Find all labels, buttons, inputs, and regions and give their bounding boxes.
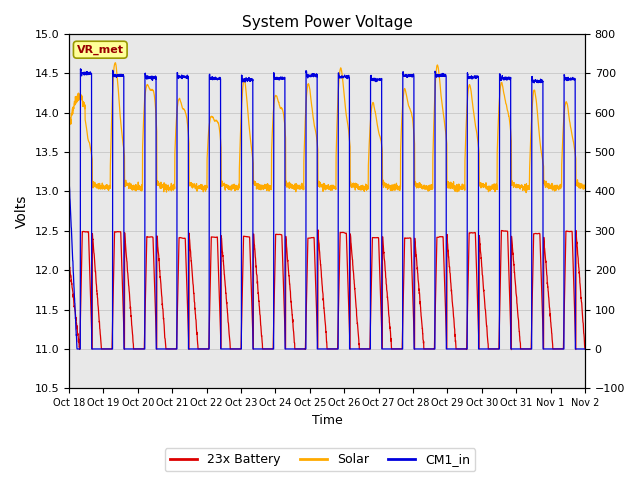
X-axis label: Time: Time	[312, 414, 342, 427]
Y-axis label: Volts: Volts	[15, 194, 29, 228]
Text: VR_met: VR_met	[77, 45, 124, 55]
Legend: 23x Battery, Solar, CM1_in: 23x Battery, Solar, CM1_in	[164, 448, 476, 471]
Title: System Power Voltage: System Power Voltage	[241, 15, 412, 30]
